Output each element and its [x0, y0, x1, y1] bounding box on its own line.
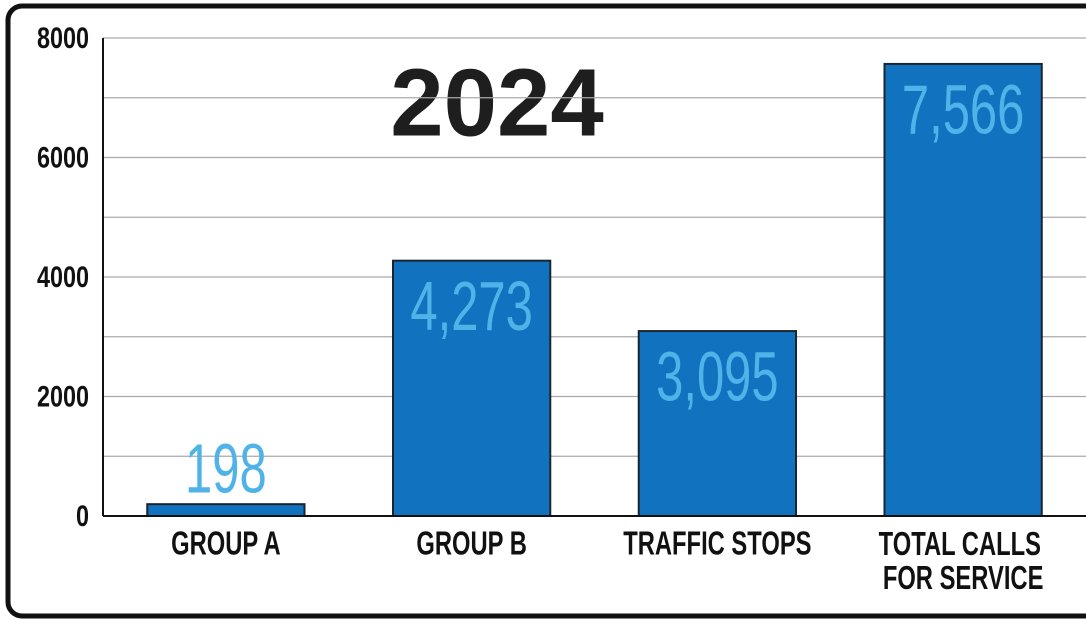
- x-tick: GROUP A: [171, 526, 281, 563]
- x-tick-line: TOTAL CALLS: [879, 526, 1048, 563]
- y-tick: 4000: [37, 260, 89, 293]
- value-label: 198: [185, 429, 267, 508]
- x-tick: GROUP B: [416, 526, 526, 563]
- y-tick: 0: [76, 499, 89, 532]
- y-tick-label: 6000: [37, 141, 89, 174]
- y-tick: 8000: [37, 21, 89, 54]
- y-tick-label: 0: [76, 499, 89, 532]
- value-label: 4,273: [410, 266, 533, 345]
- y-tick-label: 2000: [37, 380, 89, 413]
- value-label-group: 4,273: [410, 266, 533, 345]
- y-tick: 2000: [37, 380, 89, 413]
- value-label-group: 3,095: [656, 337, 779, 416]
- x-tick-label: TOTAL CALLS FOR SERVICE: [879, 526, 1048, 597]
- y-tick: 6000: [37, 141, 89, 174]
- value-label: 3,095: [656, 337, 779, 416]
- value-label: 7,566: [902, 70, 1025, 149]
- chart-title: 2024: [390, 49, 604, 156]
- value-label-group: 198: [185, 429, 267, 508]
- y-tick-label: 8000: [37, 21, 89, 54]
- x-tick: TOTAL CALLS FOR SERVICE: [879, 526, 1048, 597]
- x-tick: TRAFFIC STOPS: [623, 526, 811, 563]
- value-label-group: 7,566: [902, 70, 1025, 149]
- x-tick-label: GROUP B: [416, 526, 526, 563]
- x-tick-label: TRAFFIC STOPS: [623, 526, 811, 563]
- y-tick-label: 4000: [37, 260, 89, 293]
- x-tick-line: FOR SERVICE: [883, 560, 1044, 597]
- x-tick-label: GROUP A: [171, 526, 281, 563]
